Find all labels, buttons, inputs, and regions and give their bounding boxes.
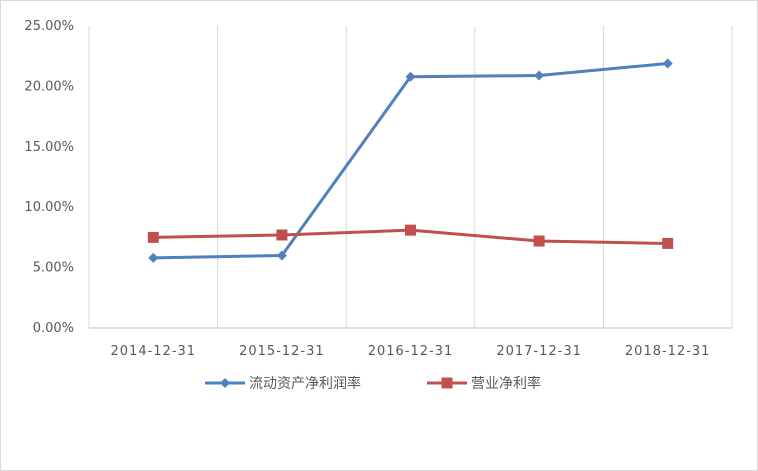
y-tick-label: 0.00% <box>33 321 74 336</box>
x-tick-label: 2018-12-31 <box>625 344 711 359</box>
y-tick-label: 10.00% <box>24 200 74 215</box>
y-axis-ticks: 0.00% 5.00% 10.00% 15.00% 20.00% 25.00% <box>24 19 74 336</box>
legend: 流动资产净利润率 营业净利率 <box>205 375 541 392</box>
legend-marker-diamond <box>220 378 230 388</box>
data-point-square <box>147 231 159 243</box>
series-2 <box>147 224 674 249</box>
x-axis-ticks: 2014-12-31 2015-12-31 2016-12-31 2017-12-31… <box>111 344 711 359</box>
data-point-diamond <box>662 58 673 69</box>
series-1 <box>148 58 673 263</box>
legend-marker-square <box>441 377 453 389</box>
data-point-diamond <box>148 252 159 263</box>
data-point-diamond <box>534 70 545 81</box>
data-point-diamond <box>276 250 287 261</box>
series-group <box>147 58 674 263</box>
grid-lines <box>88 26 733 328</box>
data-point-diamond <box>405 71 416 82</box>
data-point-square <box>533 235 545 247</box>
data-point-square <box>276 229 288 241</box>
data-point-square <box>662 237 674 249</box>
data-point-square <box>405 224 416 236</box>
x-tick-label: 2016-12-31 <box>368 344 454 359</box>
y-tick-label: 25.00% <box>24 19 74 34</box>
legend-label: 营业净利率 <box>471 375 541 392</box>
legend-label: 流动资产净利润率 <box>249 375 361 392</box>
y-tick-label: 20.00% <box>24 79 74 94</box>
x-tick-label: 2014-12-31 <box>111 344 197 359</box>
x-tick-label: 2017-12-31 <box>496 344 582 359</box>
x-tick-label: 2015-12-31 <box>239 344 325 359</box>
y-tick-label: 5.00% <box>33 261 74 276</box>
y-tick-label: 15.00% <box>24 140 74 155</box>
